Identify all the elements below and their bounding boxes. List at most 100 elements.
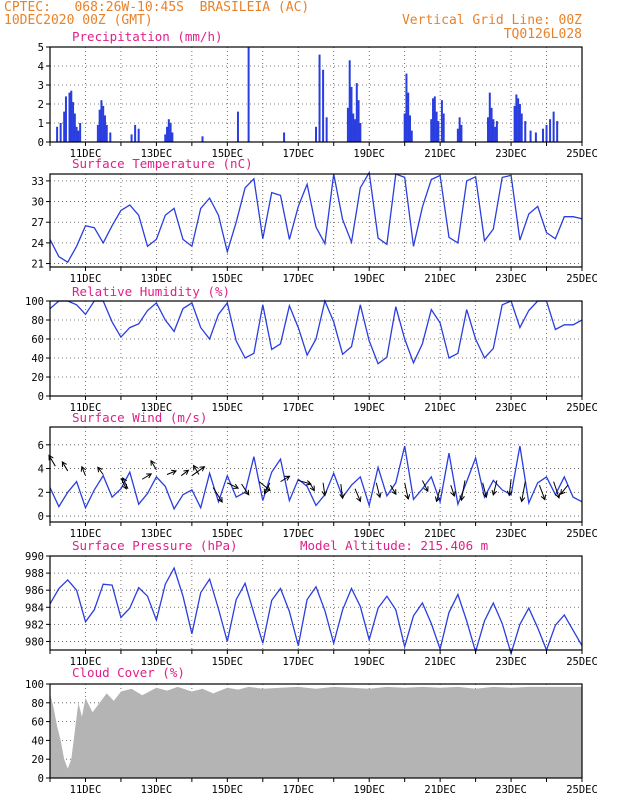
wind-arrow bbox=[61, 461, 69, 472]
y-tick-label: 980 bbox=[25, 636, 44, 648]
wind-arrow bbox=[81, 466, 86, 476]
wind-arrow bbox=[258, 481, 271, 492]
y-tick-label: 4 bbox=[38, 61, 44, 73]
y-tick-label: 33 bbox=[31, 176, 44, 188]
precip-bar bbox=[458, 117, 461, 142]
x-tick-label: 23DEC bbox=[495, 148, 527, 160]
precip-bar bbox=[520, 113, 523, 142]
precip-bar bbox=[354, 119, 357, 142]
y-tick-label: 40 bbox=[31, 735, 44, 747]
precip-bar bbox=[167, 119, 170, 142]
y-tick-label: 3 bbox=[38, 80, 44, 92]
y-tick-label: 20 bbox=[31, 754, 44, 766]
x-tick-label: 19DEC bbox=[353, 402, 385, 414]
precip-bar bbox=[315, 126, 317, 142]
wind-arrow-head bbox=[506, 490, 513, 497]
panel-frame bbox=[49, 555, 583, 651]
precip-bar bbox=[350, 86, 353, 142]
precip-bar bbox=[103, 115, 106, 142]
precip-bar bbox=[56, 126, 59, 142]
y-tick-label: 6 bbox=[38, 440, 44, 452]
wind-arrow bbox=[450, 485, 455, 497]
x-tick-label: 13DEC bbox=[141, 148, 173, 160]
panel-title: Relative Humidity (%) bbox=[72, 284, 230, 299]
precip-bar bbox=[518, 104, 521, 142]
wind-arrow bbox=[436, 488, 441, 502]
precip-bar bbox=[109, 132, 112, 142]
y-tick-label: 0 bbox=[38, 773, 44, 785]
wind-arrow-head bbox=[423, 486, 429, 493]
x-tick-label: 15DEC bbox=[212, 402, 244, 414]
x-tick-label: 11DEC bbox=[70, 402, 102, 414]
precip-bar bbox=[492, 119, 495, 142]
precip-bar bbox=[513, 105, 516, 142]
wind-arrow-head bbox=[217, 496, 223, 503]
precip-bar bbox=[105, 124, 108, 142]
wind-arrow bbox=[492, 480, 498, 495]
y-tick-label: 40 bbox=[31, 353, 44, 365]
precip-bar bbox=[407, 92, 410, 142]
wind-arrow-head bbox=[146, 473, 153, 479]
x-tick-label: 13DEC bbox=[141, 784, 173, 796]
precip-bar bbox=[440, 100, 443, 142]
x-tick-label: 15DEC bbox=[212, 784, 244, 796]
x-tick-label: 25DEC bbox=[566, 528, 598, 540]
x-tick-label: 21DEC bbox=[424, 148, 456, 160]
y-tick-label: 1 bbox=[38, 118, 44, 130]
precip-bar bbox=[524, 121, 527, 142]
wind-arrow bbox=[120, 477, 127, 490]
precip-bar bbox=[73, 113, 76, 142]
y-tick-label: 982 bbox=[25, 619, 44, 631]
precip-bar bbox=[77, 130, 80, 142]
wind-arrow-head bbox=[482, 492, 489, 499]
y-tick-label: 0 bbox=[38, 391, 44, 403]
x-tick-label: 15DEC bbox=[212, 528, 244, 540]
wind-arrow bbox=[553, 481, 560, 498]
x-tick-label: 11DEC bbox=[70, 656, 102, 668]
precip-bar bbox=[325, 117, 328, 142]
y-tick-label: 984 bbox=[25, 602, 44, 614]
wind-arrow-head bbox=[80, 465, 87, 472]
precip-bar bbox=[549, 119, 552, 142]
series-line bbox=[49, 298, 583, 365]
wind-arrow-head bbox=[519, 496, 526, 503]
wind-arrow-head bbox=[540, 494, 547, 501]
wind-arrow bbox=[264, 482, 271, 494]
precip-bar bbox=[59, 123, 62, 142]
wind-arrow-head bbox=[183, 469, 190, 476]
precip-bar bbox=[410, 130, 413, 142]
precip-bar bbox=[130, 134, 133, 142]
y-tick-label: 20 bbox=[31, 372, 44, 384]
precip-bar bbox=[166, 126, 169, 142]
wind-arrow-head bbox=[233, 483, 240, 489]
precip-bar bbox=[318, 54, 321, 142]
precip-bar bbox=[283, 132, 286, 142]
x-tick-label: 21DEC bbox=[424, 273, 456, 285]
y-tick-label: 0 bbox=[38, 137, 44, 149]
wind-arrow bbox=[560, 484, 569, 495]
wind-arrow bbox=[280, 475, 290, 483]
x-tick-label: 25DEC bbox=[566, 402, 598, 414]
precip-bar bbox=[100, 100, 103, 142]
y-tick-label: 21 bbox=[31, 259, 44, 271]
wind-arrow bbox=[460, 480, 466, 501]
precip-bar bbox=[137, 128, 140, 142]
precip-bar bbox=[63, 111, 66, 142]
y-tick-label: 30 bbox=[31, 197, 44, 209]
wind-arrow-head bbox=[48, 454, 54, 461]
x-tick-label: 23DEC bbox=[495, 273, 527, 285]
precip-bar bbox=[556, 121, 559, 142]
precip-bar bbox=[79, 123, 82, 142]
precip-bar bbox=[357, 100, 360, 142]
wind-arrow bbox=[212, 487, 223, 503]
y-tick-label: 60 bbox=[31, 717, 44, 729]
x-tick-label: 13DEC bbox=[141, 273, 173, 285]
precip-bar bbox=[75, 126, 78, 142]
wind-arrow bbox=[421, 480, 429, 492]
precip-bar bbox=[403, 113, 406, 142]
x-tick-label: 21DEC bbox=[424, 784, 456, 796]
wind-arrow-head bbox=[193, 464, 199, 471]
precip-bar bbox=[515, 94, 518, 142]
precip-bar bbox=[552, 111, 555, 142]
